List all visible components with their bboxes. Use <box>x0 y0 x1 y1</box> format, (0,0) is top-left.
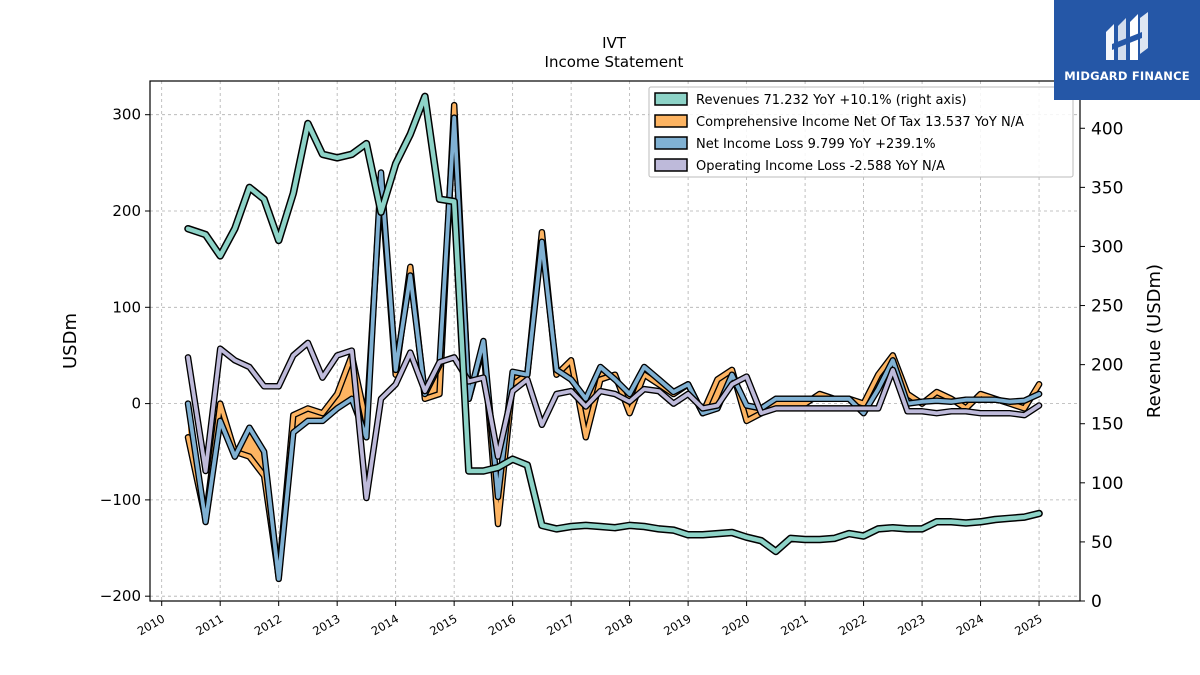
legend: Revenues 71.232 YoY +10.1% (right axis) … <box>648 86 1074 178</box>
legend-label-comprehensive-income: Comprehensive Income Net Of Tax 13.537 Y… <box>696 115 1024 130</box>
plot-frame <box>149 80 1081 602</box>
y-tick-label-left: −200 <box>100 587 141 605</box>
legend-label-operating-income: Operating Income Loss -2.588 YoY N/A <box>696 159 945 174</box>
legend-label-net-income: Net Income Loss 9.799 YoY +239.1% <box>696 137 936 152</box>
legend-swatch-comprehensive-income <box>654 114 688 128</box>
y-tick-label-right: 250 <box>1091 297 1123 317</box>
x-tick-label: 2015 <box>427 611 459 638</box>
x-tick-label: 2024 <box>954 611 986 638</box>
x-tick-label: 2019 <box>661 611 693 638</box>
y-tick-label-right: 400 <box>1091 119 1123 139</box>
series-line-operating-income-loss <box>186 341 1041 500</box>
chart-title: IVT <box>602 34 627 52</box>
y-tick-label-right: 100 <box>1091 474 1123 494</box>
legend-label-revenues: Revenues 71.232 YoY +10.1% (right axis) <box>696 93 967 108</box>
y-axis-label-right: Revenue (USDm) <box>1144 264 1165 418</box>
brand-name: MIDGARD FINANCE <box>1064 69 1190 83</box>
series-layer <box>184 92 1043 583</box>
y-tick-label-left: 200 <box>112 202 141 220</box>
x-tick-label: 2021 <box>778 611 810 638</box>
x-tick-label: 2016 <box>486 611 518 638</box>
series-line-revenues <box>185 94 1042 554</box>
legend-box <box>648 86 1074 178</box>
x-tick-label: 2025 <box>1012 611 1044 638</box>
legend-swatch-revenues <box>654 92 688 106</box>
chart-subtitle: Income Statement <box>545 53 684 71</box>
brand-logo: MIDGARD FINANCE <box>1054 0 1200 100</box>
x-tick-label: 2012 <box>252 611 284 638</box>
x-tick-label: 2023 <box>895 611 927 638</box>
x-tick-label: 2018 <box>603 611 635 638</box>
x-tick-label: 2011 <box>193 611 225 638</box>
y-tick-label-right: 350 <box>1091 178 1123 198</box>
x-tick-label: 2020 <box>720 611 752 638</box>
series-outline-net-income-loss <box>184 114 1043 583</box>
y-tick-label-left: 0 <box>131 395 141 413</box>
x-axis: 2010 2011 2012 2013 2014 2015 2016 2017 2018 2019… <box>135 601 1045 638</box>
y-tick-label-right: 50 <box>1091 533 1113 553</box>
legend-swatch-operating-income <box>654 158 688 172</box>
x-tick-label: 2014 <box>369 611 401 638</box>
left-axis: −200 −100 0 100 200 300 <box>100 106 150 605</box>
y-tick-label-left: 100 <box>112 298 141 316</box>
x-tick-label: 2022 <box>837 611 869 638</box>
y-tick-label-right: 150 <box>1091 415 1123 435</box>
y-tick-label-right: 300 <box>1091 237 1123 257</box>
right-axis: 0 50 100 150 200 250 300 350 400 <box>1080 119 1123 612</box>
series-line-net-income-loss <box>186 115 1041 581</box>
y-axis-label-left: USDm <box>60 313 81 369</box>
x-tick-label: 2010 <box>135 611 167 638</box>
x-tick-label: 2017 <box>544 611 576 638</box>
y-tick-label-right: 200 <box>1091 356 1123 376</box>
y-tick-label-left: 300 <box>112 106 141 124</box>
midgard-logo-icon <box>1106 12 1148 60</box>
legend-swatch-net-income <box>654 136 688 150</box>
y-tick-label-right: 0 <box>1091 592 1102 612</box>
x-tick-label: 2013 <box>310 611 342 638</box>
y-tick-label-left: −100 <box>100 491 141 509</box>
